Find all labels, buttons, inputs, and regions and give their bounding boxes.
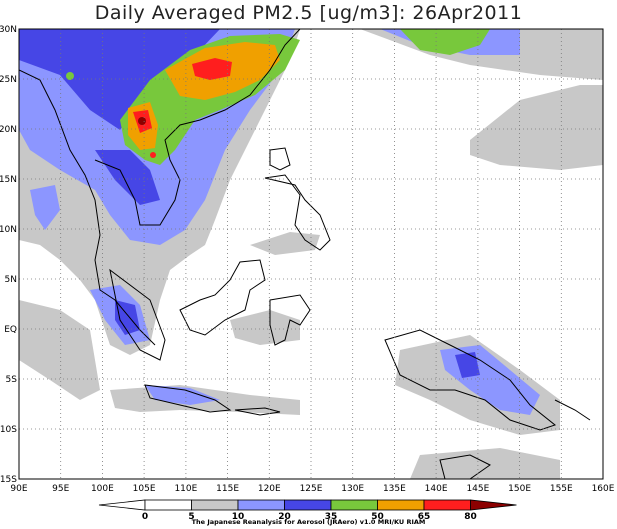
lat-tick-label: 5N: [5, 275, 17, 285]
colorbar-level-label: 20: [278, 512, 291, 522]
lon-tick-label: 95E: [52, 484, 69, 494]
lon-tick-label: 135E: [383, 484, 406, 494]
lat-tick-label: 15S: [0, 475, 17, 485]
coastlines: [19, 29, 591, 479]
colorbar-level-label: 0: [142, 512, 148, 522]
lat-tick-label: 25N: [0, 75, 17, 85]
colorbar-level-label: 5: [188, 512, 194, 522]
lon-tick-label: 110E: [174, 484, 197, 494]
colorbar-segment: [284, 499, 332, 511]
pm25-band-over-80: [192, 58, 232, 80]
colorbar-segment: [144, 499, 192, 511]
lon-tick-label: 145E: [466, 484, 489, 494]
colorbar-level-label: 65: [418, 512, 431, 522]
colorbar-level-label: 50: [371, 512, 384, 522]
colorbar-segment: [237, 499, 285, 511]
lon-tick-label: 150E: [508, 484, 531, 494]
lat-tick-label: EQ: [4, 325, 17, 335]
lon-axis: 90E 95E 100E 105E 110E 115E 120E 125E 13…: [10, 484, 614, 494]
colorbar-segment: [377, 499, 425, 511]
gridlines: [19, 29, 603, 479]
map-frame: [18, 28, 604, 480]
map-title: Daily Averaged PM2.5 [ug/m3]: 26Apr2011: [94, 2, 523, 24]
colorbar-segment: [423, 499, 471, 511]
lat-tick-label: 10S: [0, 425, 17, 435]
lon-tick-label: 100E: [91, 484, 114, 494]
lon-tick-label: 155E: [550, 484, 573, 494]
lon-tick-label: 115E: [216, 484, 239, 494]
colorbar-legend: 0 5 10 20 35 50 65 80: [98, 499, 517, 522]
colorbar-segment: [191, 499, 239, 511]
lat-tick-label: 5S: [6, 375, 18, 385]
lon-tick-label: 140E: [425, 484, 448, 494]
colorbar-below-arrow: [98, 499, 146, 511]
lon-tick-label: 160E: [592, 484, 615, 494]
pm25-band-35-50: [19, 29, 220, 130]
colorbar-segment: [330, 499, 378, 511]
lon-tick-label: 120E: [258, 484, 281, 494]
lat-tick-label: 20N: [0, 125, 17, 135]
lon-tick-label: 90E: [10, 484, 27, 494]
colorbar-above-arrow: [470, 499, 517, 511]
colorbar-level-label: 80: [464, 512, 477, 522]
lon-tick-label: 125E: [300, 484, 323, 494]
colorbar-level-label: 35: [325, 512, 338, 522]
lon-tick-label: 130E: [341, 484, 364, 494]
data-credit: The Japanese Reanalysis for Aerosol (JRA…: [191, 518, 426, 526]
lon-tick-label: 105E: [133, 484, 156, 494]
lat-axis: 30N 25N 20N 15N 10N 5N EQ 5S 10S 15S: [0, 25, 17, 485]
lat-tick-label: 15N: [0, 175, 17, 185]
lat-tick-label: 10N: [0, 225, 17, 235]
colorbar-level-label: 10: [232, 512, 245, 522]
pm25-field: [19, 29, 603, 479]
lat-tick-label: 30N: [0, 25, 17, 35]
